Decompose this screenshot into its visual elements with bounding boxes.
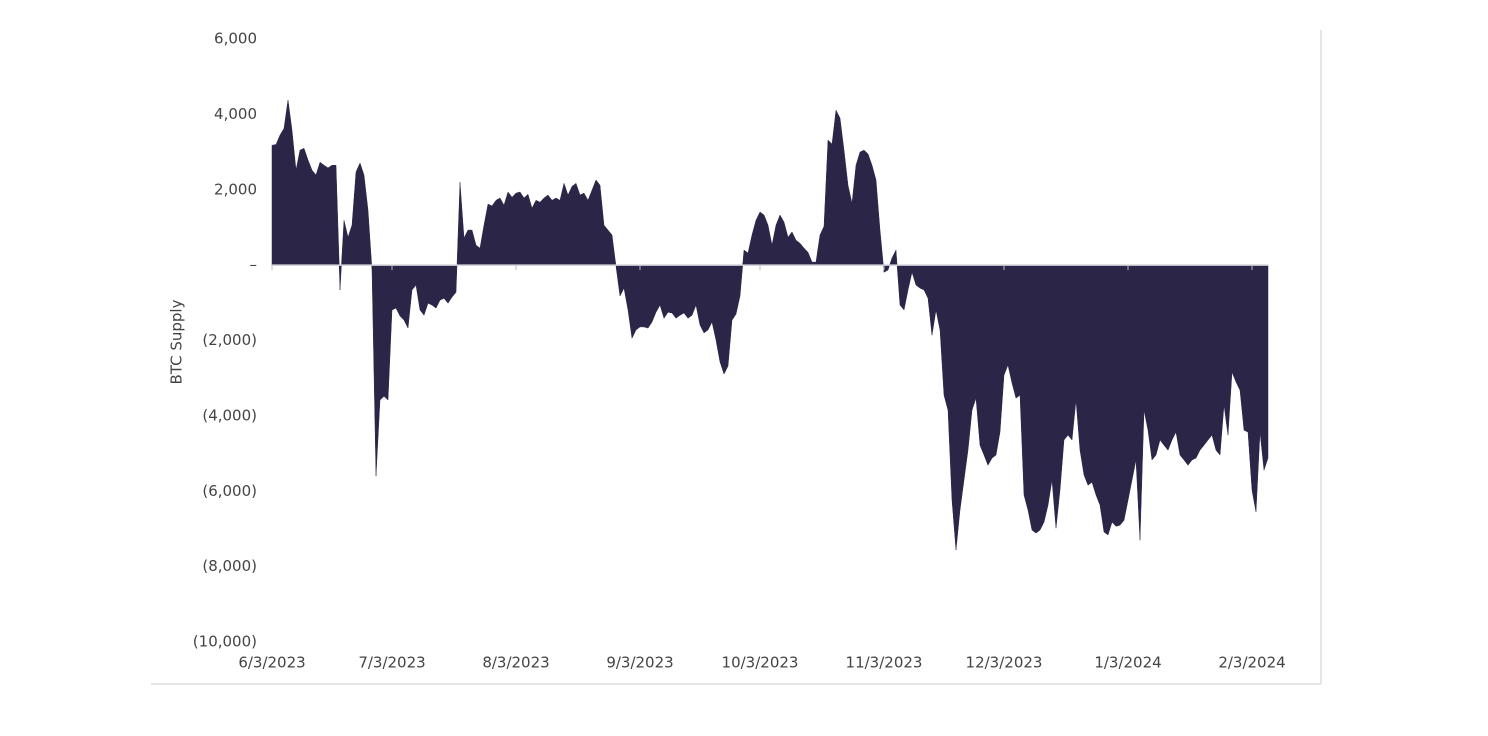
y-tick-label: (2,000) bbox=[202, 331, 257, 349]
y-tick-label: 4,000 bbox=[214, 105, 257, 123]
y-tick-label: (4,000) bbox=[202, 406, 257, 424]
y-tick-label: 2,000 bbox=[214, 180, 257, 198]
y-tick-label: 6,000 bbox=[214, 30, 257, 48]
y-tick-label: (6,000) bbox=[202, 482, 257, 500]
y-tick-label: – bbox=[250, 256, 258, 274]
x-tick-label: 2/3/2024 bbox=[1218, 654, 1285, 672]
x-tick-label: 8/3/2023 bbox=[482, 654, 549, 672]
x-tick-label: 6/3/2023 bbox=[238, 654, 305, 672]
area bbox=[271, 100, 1269, 551]
x-tick-label: 10/3/2023 bbox=[722, 654, 799, 672]
x-tick-label: 7/3/2023 bbox=[358, 654, 425, 672]
y-tick-label: (8,000) bbox=[202, 557, 257, 575]
y-tick-label: (10,000) bbox=[193, 633, 257, 651]
x-tick-label: 9/3/2023 bbox=[606, 654, 673, 672]
x-tick-label: 11/3/2023 bbox=[846, 654, 923, 672]
y-axis-label: BTC Supply bbox=[168, 299, 186, 384]
x-tick-label: 12/3/2023 bbox=[966, 654, 1043, 672]
x-tick-label: 1/3/2024 bbox=[1094, 654, 1161, 672]
